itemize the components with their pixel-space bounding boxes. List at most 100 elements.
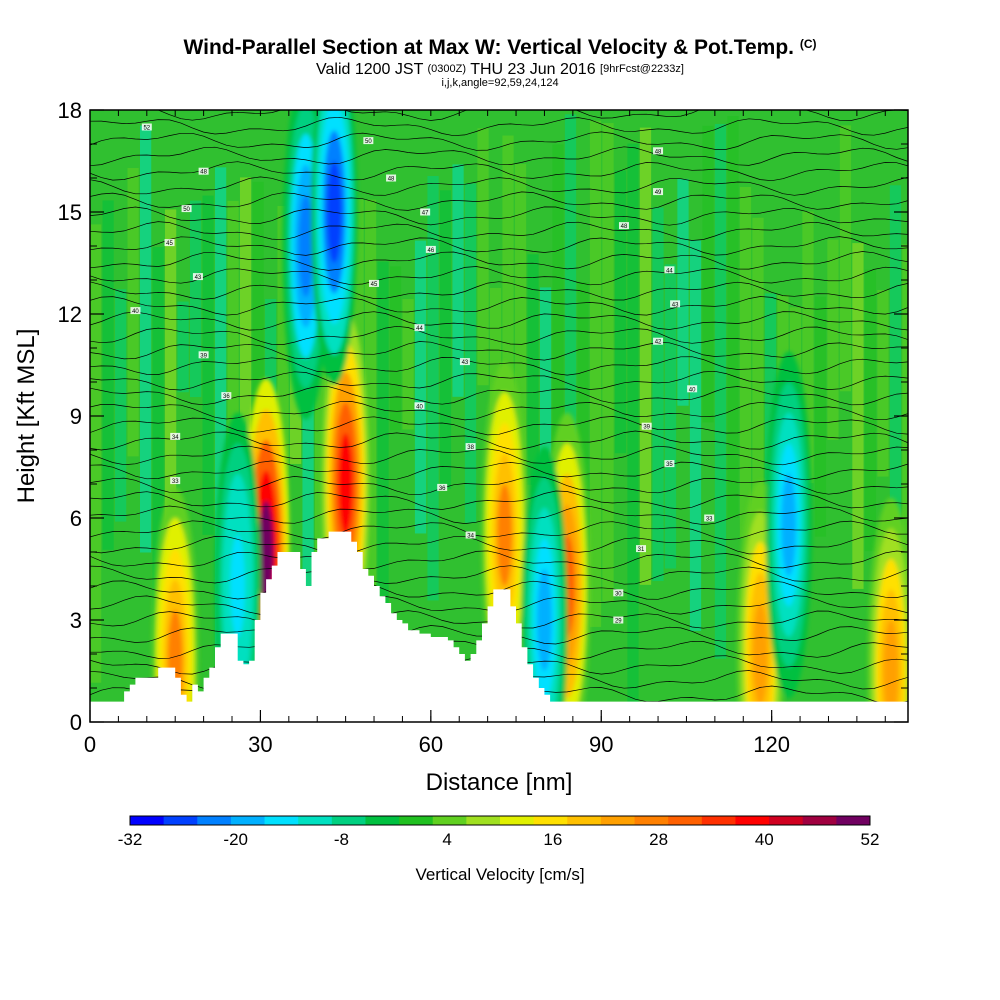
contour-label: 29 bbox=[613, 616, 624, 625]
contour-label: 31 bbox=[636, 545, 647, 553]
velocity-feature-contour bbox=[258, 501, 274, 603]
velocity-stripe bbox=[839, 125, 852, 392]
isentrope-line bbox=[90, 236, 908, 256]
velocity-stripe bbox=[464, 183, 477, 523]
velocity-stripe bbox=[277, 206, 289, 642]
chart-title: Wind-Parallel Section at Max W: Vertical… bbox=[0, 36, 1000, 60]
isentrope-line bbox=[90, 416, 908, 436]
contour-label: 48 bbox=[386, 174, 397, 183]
velocity-stripe bbox=[527, 254, 539, 485]
contour-label-text: 45 bbox=[371, 282, 378, 288]
contour-label-text: 40 bbox=[132, 309, 139, 315]
colorbar-swatch bbox=[567, 816, 602, 825]
contour-label-text: 35 bbox=[666, 462, 673, 468]
contour-label: 45 bbox=[164, 239, 175, 247]
contour-label-box bbox=[653, 147, 664, 155]
contour-label: 44 bbox=[664, 266, 675, 274]
contour-label-text: 52 bbox=[143, 126, 150, 132]
colorbar-swatch bbox=[735, 816, 770, 825]
colorbar-swatch bbox=[533, 816, 568, 825]
contour-labels: 52 48 50 45 43 40 39 36 34 33 50 48 47 46 45 44 43 40 38 36… bbox=[130, 123, 715, 625]
x-tick-label: 30 bbox=[248, 732, 272, 757]
velocity-stripe bbox=[589, 120, 602, 627]
isentrope-line bbox=[90, 206, 908, 226]
contour-label-box bbox=[653, 337, 664, 345]
isentrope-line bbox=[90, 476, 908, 496]
contour-label-box bbox=[687, 385, 698, 393]
contour-label: 34 bbox=[465, 531, 476, 540]
contour-label-box bbox=[664, 460, 675, 468]
contour-label-box bbox=[386, 174, 397, 182]
colorbar: -32 -20 -8 4 16 28 40 52 bbox=[118, 815, 879, 849]
contour-label-box bbox=[141, 123, 152, 131]
contour-label: 50 bbox=[181, 205, 192, 213]
contour-label: 39 bbox=[641, 422, 652, 431]
contour-label: 52 bbox=[141, 123, 152, 132]
velocity-stripe bbox=[764, 293, 777, 497]
contour-label: 38 bbox=[465, 443, 476, 451]
contour-label-text: 43 bbox=[462, 360, 469, 366]
velocity-stripe bbox=[402, 299, 414, 430]
velocity-stripe bbox=[502, 135, 514, 453]
valid-zulu: (0300Z) bbox=[427, 63, 467, 75]
title-unit: (C) bbox=[799, 37, 817, 51]
isentrope-line bbox=[90, 445, 908, 466]
velocity-stripe bbox=[177, 301, 189, 393]
velocity-stripe bbox=[627, 143, 639, 722]
contour-label-box bbox=[636, 545, 647, 553]
velocity-stripe bbox=[214, 167, 227, 665]
contour-label: 43 bbox=[192, 273, 203, 281]
velocity-stripe bbox=[827, 239, 839, 440]
velocity-stripe bbox=[364, 199, 377, 633]
colorbar-label: 4 bbox=[442, 830, 451, 849]
colorbar-swatch bbox=[769, 816, 804, 825]
contour-label-text: 42 bbox=[655, 340, 662, 346]
velocity-stripe bbox=[189, 200, 202, 398]
velocity-stripe bbox=[452, 164, 464, 397]
contour-label-text: 36 bbox=[223, 394, 230, 400]
contour-label: 40 bbox=[130, 307, 141, 315]
colorbar-swatch bbox=[230, 816, 266, 825]
contour-label-box bbox=[437, 483, 448, 491]
y-tick-label: 9 bbox=[70, 404, 82, 429]
contour-label-box bbox=[465, 531, 476, 539]
colorbar-swatch bbox=[365, 816, 400, 825]
isentrope-line bbox=[90, 430, 908, 451]
velocity-stripe bbox=[152, 247, 164, 669]
forecast-info: [9hrFcst@2233z] bbox=[600, 63, 684, 75]
contour-label-text: 43 bbox=[195, 275, 202, 281]
contour-label-text: 33 bbox=[172, 479, 179, 485]
contour-label: 35 bbox=[664, 460, 675, 468]
velocity-stripe bbox=[739, 186, 752, 539]
plot-area: 52 48 50 45 43 40 39 36 34 33 50 48 47 46 45 44 43 40 38 36… bbox=[90, 110, 908, 722]
contour-label-box bbox=[618, 222, 629, 230]
contour-label-text: 48 bbox=[621, 224, 628, 230]
contour-label: 48 bbox=[618, 222, 629, 230]
velocity-feature-contour bbox=[537, 569, 552, 671]
colorbar-title: Vertical Velocity [cm/s] bbox=[415, 865, 584, 884]
isentrope-line bbox=[90, 191, 908, 211]
velocity-stripe bbox=[727, 116, 739, 518]
velocity-stripe bbox=[702, 125, 714, 423]
colorbar-label: 40 bbox=[755, 830, 774, 849]
isentrope-line bbox=[90, 131, 908, 151]
colorbar-swatch bbox=[130, 816, 165, 825]
contour-label-box bbox=[641, 422, 652, 430]
isentrope-line bbox=[90, 490, 908, 510]
isentrope-line bbox=[90, 176, 908, 196]
velocity-stripe bbox=[314, 128, 327, 706]
colorbar-swatch bbox=[466, 816, 501, 825]
velocity-stripe bbox=[439, 190, 452, 489]
contour-label-text: 45 bbox=[166, 241, 173, 247]
contour-label-text: 46 bbox=[427, 248, 434, 254]
colorbar-swatch bbox=[836, 816, 871, 825]
isentrope-line bbox=[90, 535, 908, 556]
velocity-stripe bbox=[639, 127, 652, 585]
velocity-stripe bbox=[202, 195, 214, 535]
contour-label-box bbox=[704, 514, 715, 522]
velocity-feature-contour bbox=[781, 473, 797, 576]
contour-label-text: 29 bbox=[615, 619, 622, 625]
velocity-stripe bbox=[814, 296, 827, 537]
terrain-mask bbox=[90, 531, 908, 722]
